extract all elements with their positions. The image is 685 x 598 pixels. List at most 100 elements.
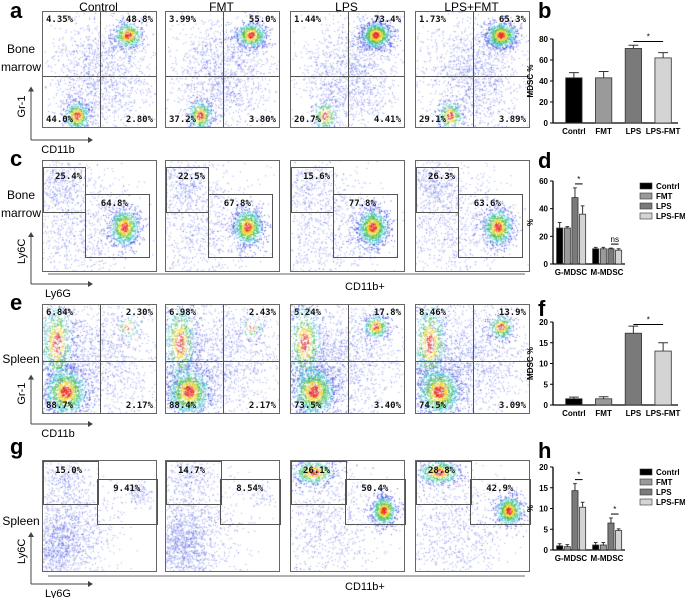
x-tick-label: M-MDSC: [591, 554, 624, 563]
pct-lower-right: 2.17%: [248, 401, 276, 411]
pct-upper-left: 5.24%: [294, 308, 322, 318]
x-tick-label: G-MDSC: [555, 268, 588, 277]
error-bar: [628, 325, 639, 334]
legend-swatch: [639, 488, 653, 496]
error-bar: [565, 544, 570, 547]
gate-ly6c-high: [291, 461, 348, 505]
error-bar: [598, 71, 609, 78]
error-bar: [609, 517, 613, 524]
x-tick-label: LPS: [626, 409, 642, 418]
flow-plot-c-fmt: 22.5% 67.8%: [165, 160, 280, 272]
bar: [615, 530, 623, 551]
y-tick-label: 20: [539, 98, 548, 107]
y-tick-label: 10: [539, 360, 548, 369]
flow-plot-e-lps: 5.24% 17.8% 73.5% 3.40%: [290, 304, 405, 414]
tissue-label-spleen-e: Spleen: [2, 352, 40, 366]
quadrant-line-horizontal: [291, 76, 404, 78]
flow-dots: [166, 161, 279, 271]
x-axis-label-cd11b-plus: CD11b+: [345, 581, 385, 593]
gate-ly6c-high: [291, 166, 334, 213]
bar-chart-h: 0 5 10 15 20% G-MDSC * M-MDSC * ContrlFMTLPSLPS-F…: [526, 463, 685, 563]
y-axis-title: MDSC %: [526, 347, 535, 380]
flow-plot-g-lps: 26.1% 50.4%: [290, 460, 406, 572]
error-bar: [557, 543, 562, 546]
quadrant-line-vertical: [347, 12, 349, 127]
bar: [556, 545, 564, 551]
pct-gate-1: 22.5%: [178, 171, 206, 182]
quadrant-line-horizontal: [43, 76, 156, 78]
error-bar: [628, 44, 639, 49]
pct-upper-right: 2.30%: [125, 308, 153, 318]
flow-plot-c-lps: 15.6% 77.8%: [290, 160, 405, 272]
pct-gate-2: 77.8%: [348, 199, 376, 209]
y-axis-label: Gr-1: [16, 383, 28, 405]
y-tick-label: 15: [539, 484, 548, 493]
bar: [592, 544, 600, 551]
pct-lower-right: 4.41%: [373, 115, 401, 125]
x-tick-label: Contrl: [562, 409, 586, 418]
y-axis-title: %: [526, 505, 535, 512]
x-tick-label: FMT: [595, 127, 612, 136]
error-bar: [598, 396, 609, 399]
axis-arrow: [28, 232, 93, 287]
bar: [571, 197, 579, 265]
y-tick-label: 20: [539, 318, 548, 327]
legend-label: LPS: [656, 488, 672, 497]
panel-letter-d: d: [538, 148, 552, 173]
error-bar: [580, 205, 585, 215]
y-tick-label: 60: [539, 56, 548, 65]
pct-lower-left: 44.0%: [46, 115, 74, 125]
pct-lower-right: 3.80%: [248, 115, 276, 125]
flow-plot-a-fmt: 3.99% 55.0% 37.2% 3.80%: [165, 11, 280, 128]
legend-swatch: [639, 182, 653, 190]
pct-lower-left: 88.7%: [46, 401, 74, 411]
bar: [571, 490, 579, 551]
pct-lower-left: 73.5%: [294, 401, 322, 411]
panel-letter-a: a: [10, 0, 23, 23]
gate-ly6c-high: [43, 166, 86, 213]
pct-upper-right: 73.4%: [373, 15, 401, 25]
pct-upper-left: 1.73%: [419, 15, 447, 25]
axis-arrow: [28, 374, 93, 427]
y-axis-label: Ly6C: [16, 539, 28, 564]
gate-ly6g-high: [470, 478, 531, 525]
panel-letter-e: e: [10, 290, 23, 315]
y-axis-title: MDSC %: [526, 65, 535, 98]
gate-ly6g-high: [97, 478, 158, 525]
y-tick-label: 0: [544, 546, 549, 555]
bar: [607, 248, 615, 265]
legend-swatch: [639, 468, 653, 476]
error-bar: [573, 483, 577, 491]
y-axis-label: Gr-1: [16, 95, 28, 117]
pct-upper-right: 65.3%: [498, 15, 526, 25]
y-tick-label: 20: [539, 232, 548, 241]
y-tick-label: 0: [544, 401, 549, 410]
tissue-label-spleen-g: Spleen: [2, 514, 40, 528]
bar: [599, 544, 607, 551]
legend-swatch: [639, 212, 653, 220]
legend-swatch: [639, 202, 653, 210]
y-tick-label: 5: [544, 525, 549, 534]
flow-plot-a-lps: 1.44% 73.4% 20.7% 4.41%: [290, 11, 405, 128]
y-tick-label: 0: [544, 260, 549, 269]
pct-gate-2: 42.9%: [486, 483, 514, 494]
legend-label: Contrl: [656, 468, 680, 477]
pct-lower-left: 29.1%: [419, 115, 447, 125]
pct-upper-right: 13.9%: [498, 308, 526, 318]
bar: [565, 398, 583, 406]
bar: [624, 332, 642, 406]
flow-dots: [43, 161, 156, 271]
y-tick-label: 80: [539, 35, 548, 44]
quadrant-line-vertical: [347, 305, 349, 413]
legend-label: LPS-FMT: [656, 498, 685, 507]
flow-plot-e-lps-fmt: 8.46% 13.9% 74.5% 3.09%: [415, 304, 530, 414]
pct-gate-1: 25.4%: [55, 171, 83, 182]
pct-gate-1: 26.3%: [428, 171, 456, 182]
x-axis-label: CD11b: [41, 428, 74, 440]
bar: [579, 506, 587, 551]
error-bar: [601, 246, 606, 249]
x-axis-label: Ly6G: [45, 288, 71, 300]
pct-gate-1: 28.8%: [428, 466, 456, 476]
tissue-label-bone-marrow-a: Bone marrow: [0, 42, 41, 74]
